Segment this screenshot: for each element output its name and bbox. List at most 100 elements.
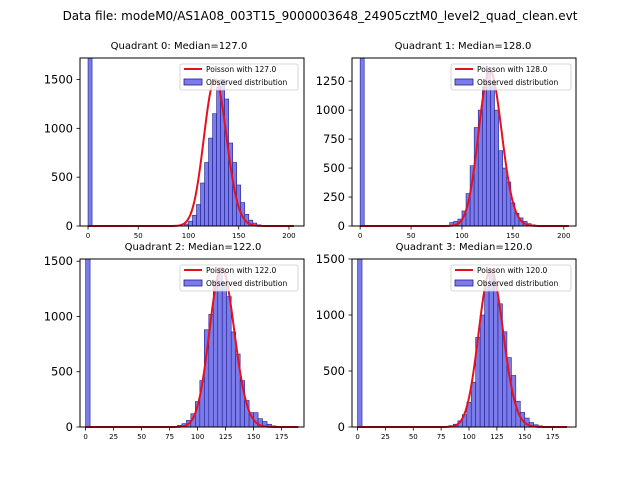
legend-poisson-label: Poisson with 128.0 bbox=[477, 65, 547, 74]
x-tick-label: 0 bbox=[355, 433, 359, 441]
x-tick-label: 150 bbox=[506, 232, 519, 240]
histogram-bar bbox=[192, 214, 197, 227]
legend-frame bbox=[450, 264, 572, 292]
histogram-bar bbox=[85, 258, 91, 428]
legend-observed-swatch bbox=[183, 78, 203, 86]
quadrant-0-title: Quadrant 0: Median=127.0 bbox=[111, 41, 248, 52]
quadrant-3-bars bbox=[357, 258, 543, 428]
histogram-bar bbox=[208, 137, 213, 227]
quadrant-3-title: Quadrant 3: Median=120.0 bbox=[396, 242, 533, 253]
poisson-line bbox=[85, 266, 299, 428]
y-tick-label: 1000 bbox=[44, 309, 73, 323]
histogram-bar bbox=[479, 314, 485, 428]
histogram-bar bbox=[498, 150, 503, 227]
y-tick-label: 1000 bbox=[316, 103, 345, 117]
quadrant-0-subplot: Quadrant 0: Median=127.0 0 50 100 150 200 0 50… bbox=[44, 41, 305, 240]
legend-frame bbox=[450, 63, 572, 91]
histogram-bar bbox=[359, 57, 365, 227]
legend-poisson-label: Poisson with 122.0 bbox=[206, 266, 276, 275]
y-tick-label: 1500 bbox=[316, 252, 345, 266]
histogram-bar bbox=[482, 86, 487, 227]
x-tick-label: 50 bbox=[409, 433, 418, 441]
histogram-bar bbox=[502, 167, 508, 227]
quadrant-0-legend: Poisson with 127.0 Observed distribution bbox=[179, 63, 299, 91]
histogram-bar bbox=[484, 286, 490, 428]
legend-observed-label: Observed distribution bbox=[477, 279, 558, 288]
histogram-bar bbox=[493, 283, 499, 428]
histogram-bar bbox=[224, 98, 229, 227]
quadrant-2-title: Quadrant 2: Median=122.0 bbox=[125, 242, 262, 253]
legend-poisson-label: Poisson with 127.0 bbox=[206, 65, 276, 74]
x-tick-label: 50 bbox=[407, 232, 416, 240]
histogram-bar bbox=[200, 182, 205, 227]
x-tick-label: 200 bbox=[557, 232, 570, 240]
y-tick-label: 500 bbox=[323, 364, 345, 378]
x-tick-label: 100 bbox=[182, 232, 195, 240]
quadrant-2-legend: Poisson with 122.0 Observed distribution bbox=[179, 264, 299, 292]
y-tick-label: 1500 bbox=[44, 72, 73, 86]
quadrant-2-poisson-curve bbox=[85, 266, 299, 428]
y-tick-label: 500 bbox=[51, 365, 73, 379]
legend-observed-swatch bbox=[454, 279, 474, 287]
histogram-bar bbox=[226, 296, 232, 428]
y-tick-label: 1000 bbox=[316, 308, 345, 322]
legend-observed-label: Observed distribution bbox=[206, 279, 287, 288]
quadrant-3-legend: Poisson with 120.0 Observed distribution bbox=[450, 264, 572, 292]
legend-observed-swatch bbox=[183, 279, 203, 287]
histogram-bar bbox=[217, 267, 223, 428]
legend-poisson-label: Poisson with 120.0 bbox=[477, 266, 547, 275]
axes-frame bbox=[351, 57, 577, 227]
histogram-bar bbox=[196, 204, 201, 227]
histogram-bar bbox=[494, 109, 499, 227]
quadrant-3-subplot: Quadrant 3: Median=120.0 0 25 50 75 100 125 15… bbox=[316, 242, 577, 441]
y-tick-label: 0 bbox=[66, 420, 73, 434]
y-tick-label: 0 bbox=[338, 420, 345, 434]
quadrant-1-axes: 0 50 100 150 200 0 250 500 750 1000 1250 bbox=[316, 57, 577, 240]
x-tick-label: 175 bbox=[275, 433, 288, 441]
histogram-bar bbox=[230, 331, 236, 428]
x-tick-label: 125 bbox=[219, 433, 232, 441]
legend-observed-swatch bbox=[454, 78, 474, 86]
x-tick-label: 100 bbox=[455, 232, 468, 240]
poisson-line bbox=[88, 78, 294, 227]
x-tick-label: 100 bbox=[462, 433, 475, 441]
quadrant-2-axes: 0 25 50 75 100 125 150 175 0 500 1000 1500 bbox=[44, 254, 305, 441]
legend-frame bbox=[179, 63, 299, 91]
legend-observed-label: Observed distribution bbox=[477, 78, 558, 87]
y-tick-label: 250 bbox=[323, 190, 345, 204]
axes-frame bbox=[79, 57, 305, 227]
x-tick-label: 150 bbox=[247, 433, 260, 441]
y-tick-label: 1000 bbox=[44, 121, 73, 135]
quadrant-2-subplot: Quadrant 2: Median=122.0 0 25 50 75 100 125 15… bbox=[44, 242, 305, 441]
histogram-bar bbox=[188, 220, 193, 227]
x-tick-label: 25 bbox=[381, 433, 390, 441]
x-tick-label: 50 bbox=[137, 433, 146, 441]
quadrant-1-subplot: Quadrant 1: Median=128.0 0 50 100 150 200 0 25… bbox=[316, 41, 577, 240]
histogram-bar bbox=[216, 87, 221, 227]
x-tick-label: 75 bbox=[165, 433, 174, 441]
legend-observed-label: Observed distribution bbox=[206, 78, 287, 87]
x-tick-label: 0 bbox=[83, 433, 87, 441]
x-tick-label: 150 bbox=[232, 232, 245, 240]
quadrant-1-title: Quadrant 1: Median=128.0 bbox=[395, 41, 532, 52]
legend-frame bbox=[179, 264, 299, 292]
x-tick-label: 175 bbox=[546, 433, 559, 441]
y-tick-label: 1250 bbox=[316, 74, 345, 88]
quadrant-0-poisson-curve bbox=[88, 78, 294, 227]
quadrant-3-poisson-curve bbox=[357, 269, 568, 428]
x-tick-label: 100 bbox=[191, 433, 204, 441]
y-tick-label: 500 bbox=[51, 170, 73, 184]
quadrant-3-axes: 0 25 50 75 100 125 150 175 0 500 1000 1500 bbox=[316, 252, 577, 441]
x-tick-label: 125 bbox=[490, 433, 503, 441]
histogram-bar bbox=[204, 162, 209, 227]
histogram-bar bbox=[221, 286, 228, 428]
x-tick-label: 50 bbox=[134, 232, 143, 240]
quadrant-1-poisson-curve bbox=[360, 69, 569, 227]
histogram-bar bbox=[212, 113, 217, 227]
histogram-bar bbox=[488, 269, 494, 428]
x-tick-label: 200 bbox=[282, 232, 295, 240]
histogram-bar bbox=[486, 70, 491, 227]
x-tick-label: 25 bbox=[109, 433, 118, 441]
y-tick-label: 0 bbox=[338, 219, 345, 233]
